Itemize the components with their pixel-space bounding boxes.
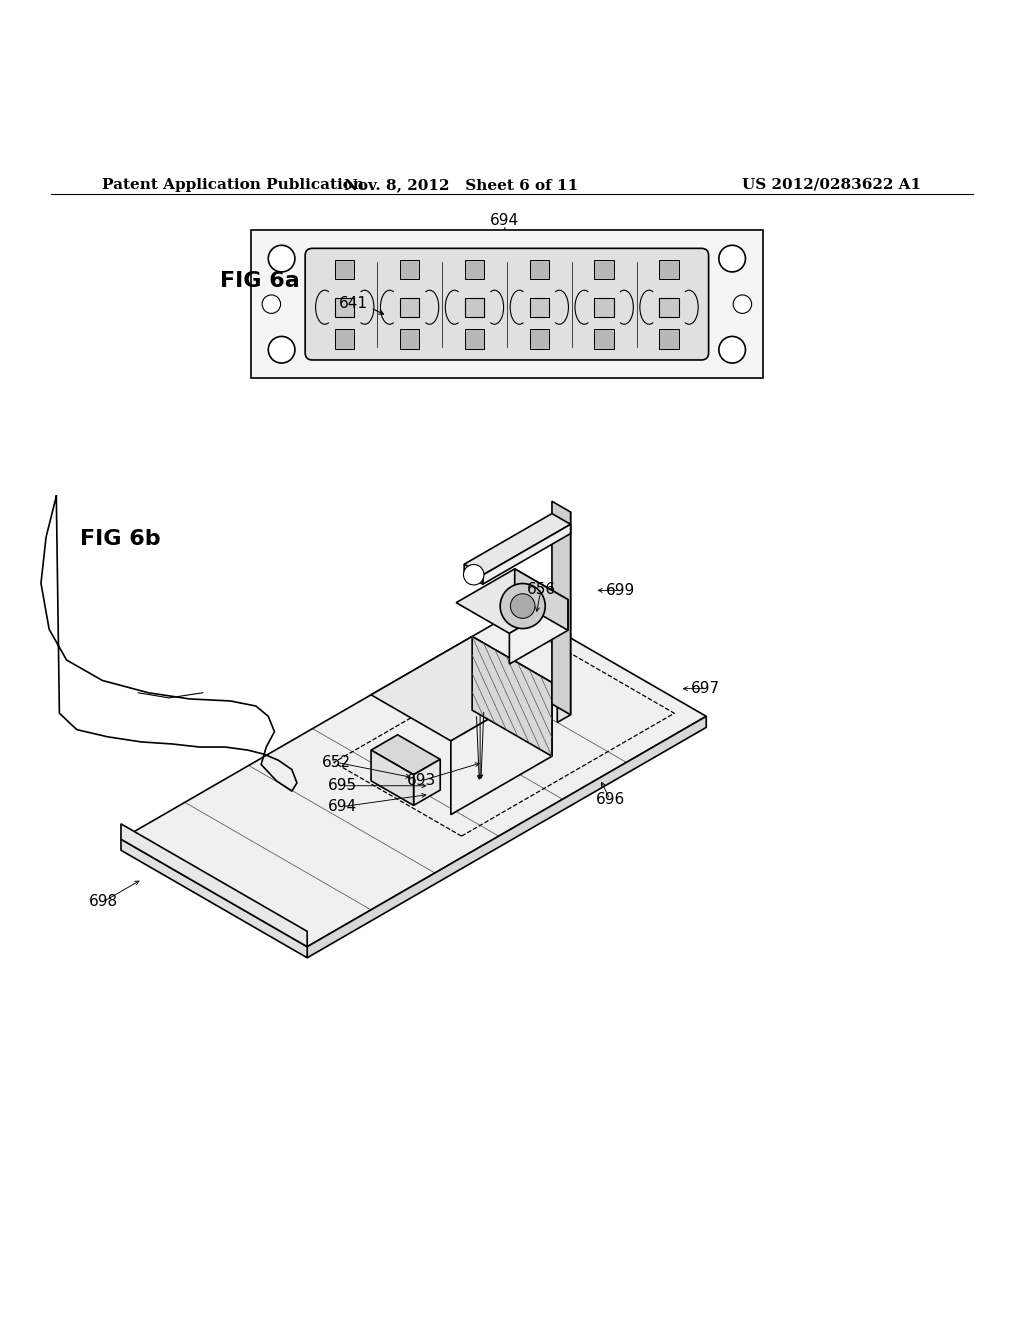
Text: FIG 6a: FIG 6a (220, 271, 300, 292)
Text: 694: 694 (328, 799, 357, 814)
Circle shape (719, 337, 745, 363)
Bar (465, 297, 484, 317)
Bar (594, 260, 614, 279)
Bar (529, 329, 549, 348)
Text: 695: 695 (328, 779, 357, 793)
Bar (335, 329, 354, 348)
Bar (335, 260, 354, 279)
Bar (399, 329, 420, 348)
Bar (659, 297, 679, 317)
Text: 694: 694 (490, 214, 519, 228)
Circle shape (268, 246, 295, 272)
Text: 698: 698 (89, 894, 118, 909)
FancyBboxPatch shape (305, 248, 709, 360)
Polygon shape (371, 636, 552, 741)
Bar (251, 230, 763, 379)
Text: 696: 696 (595, 792, 625, 807)
Polygon shape (307, 717, 707, 958)
Bar (659, 260, 679, 279)
Polygon shape (371, 735, 440, 775)
Circle shape (500, 583, 545, 628)
Text: Nov. 8, 2012   Sheet 6 of 11: Nov. 8, 2012 Sheet 6 of 11 (344, 178, 578, 191)
Polygon shape (464, 513, 570, 576)
Bar (594, 297, 614, 317)
Text: 656: 656 (526, 582, 556, 597)
Circle shape (719, 246, 745, 272)
Bar (335, 297, 354, 317)
Polygon shape (121, 840, 307, 958)
Polygon shape (515, 569, 568, 631)
Polygon shape (464, 564, 482, 585)
Text: 641: 641 (339, 296, 368, 312)
Polygon shape (371, 750, 414, 805)
Polygon shape (552, 502, 570, 715)
Circle shape (733, 294, 752, 313)
Polygon shape (472, 636, 552, 756)
Bar (529, 297, 549, 317)
Text: FIG 6b: FIG 6b (80, 529, 161, 549)
Circle shape (510, 594, 535, 618)
Circle shape (262, 294, 281, 313)
Polygon shape (557, 512, 570, 722)
Bar (399, 260, 420, 279)
Polygon shape (451, 682, 552, 814)
Bar (399, 297, 420, 317)
Text: 652: 652 (323, 755, 351, 770)
Polygon shape (509, 599, 568, 664)
Bar (529, 260, 549, 279)
Polygon shape (456, 569, 568, 634)
Text: US 2012/0283622 A1: US 2012/0283622 A1 (742, 178, 922, 191)
Circle shape (268, 337, 295, 363)
Polygon shape (414, 759, 440, 805)
Polygon shape (121, 609, 707, 946)
Text: 697: 697 (690, 681, 720, 696)
Circle shape (464, 565, 484, 585)
Text: 699: 699 (605, 583, 635, 598)
Text: 693: 693 (407, 774, 436, 788)
Bar (594, 329, 614, 348)
Polygon shape (482, 524, 570, 585)
Polygon shape (121, 824, 307, 946)
Bar (659, 329, 679, 348)
Bar (465, 329, 484, 348)
Text: Patent Application Publication: Patent Application Publication (102, 178, 365, 191)
Bar (465, 260, 484, 279)
